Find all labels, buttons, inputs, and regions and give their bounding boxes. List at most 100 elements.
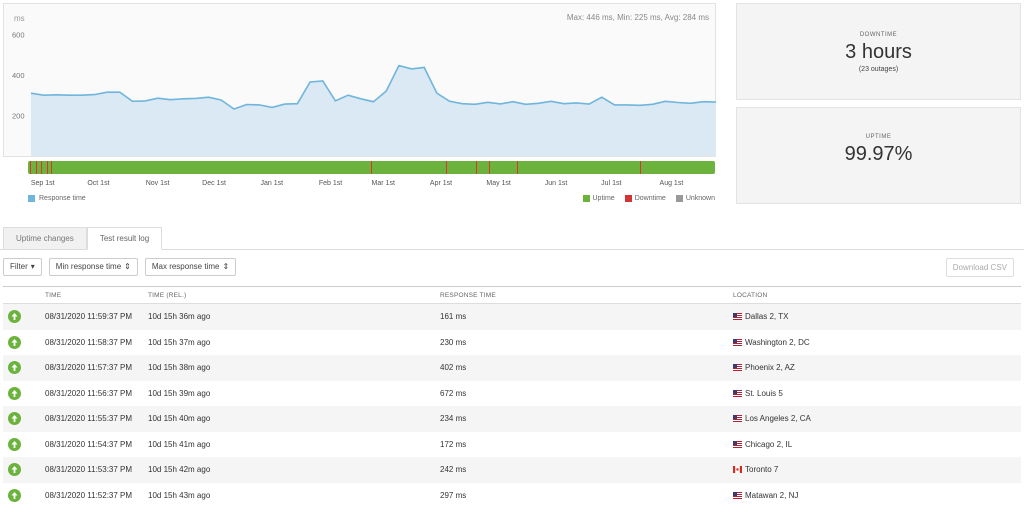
cell-time: 08/31/2020 11:54:37 PM <box>45 439 133 449</box>
status-up-icon <box>8 488 21 502</box>
cell-response-time: 230 ms <box>440 337 467 347</box>
downtime-marker <box>476 161 477 174</box>
table-body: 08/31/2020 11:59:37 PM 10d 15h 36m ago 161… <box>3 304 1021 508</box>
cell-time: 08/31/2020 11:59:37 PM <box>45 312 133 321</box>
downtime-marker <box>517 161 519 174</box>
downtime-outages: (23 outages) <box>858 66 899 73</box>
max-response-time-sort[interactable]: Max response time ⇕ <box>144 258 237 276</box>
filter-dropdown[interactable]: Filter ▾ <box>3 258 42 276</box>
month-label: Aug 1st <box>659 180 684 187</box>
cell-time-rel: 10d 15h 38m ago <box>148 363 211 372</box>
cell-time: 08/31/2020 11:52:37 PM <box>45 490 133 500</box>
status-up-icon <box>8 361 21 374</box>
unknown-swatch <box>675 195 683 202</box>
month-axis: Sep 1st Oct 1st Nov 1st Dec 1st Jan 1st Feb 1… <box>0 180 720 190</box>
location-name: Los Angeles 2, CA <box>745 414 811 423</box>
downtime-marker <box>370 161 372 174</box>
cell-response-time: 234 ms <box>440 414 467 423</box>
cell-time-rel: 10d 15h 37m ago <box>148 337 211 347</box>
tabs-divider <box>0 249 1024 250</box>
header-location[interactable]: LOCATION <box>733 292 768 299</box>
us-flag-icon <box>733 491 742 499</box>
table-row[interactable]: 08/31/2020 11:56:37 PM 10d 15h 39m ago 672… <box>3 381 1021 407</box>
cell-time-rel: 10d 15h 41m ago <box>148 439 211 449</box>
uptime-value: 99.97% <box>844 143 913 165</box>
location-name: Toronto 7 <box>745 465 779 474</box>
cell-time: 08/31/2020 11:56:37 PM <box>45 388 133 398</box>
downtime-marker <box>489 161 491 174</box>
canada-flag-icon <box>733 466 742 473</box>
us-flag-icon <box>733 313 742 320</box>
cell-response-time: 242 ms <box>440 465 467 474</box>
downtime-marker <box>41 161 43 174</box>
status-up-icon <box>8 310 21 323</box>
legend-downtime: Downtime <box>634 195 666 202</box>
tab-bar: Uptime changes Test result log <box>3 227 163 250</box>
y-tick-label: 600 <box>12 30 25 39</box>
chart-svg: 600 400 200 <box>12 30 717 156</box>
uptime-status-bar <box>28 161 715 174</box>
month-label: Nov 1st <box>145 180 170 187</box>
location-name: Dallas 2, TX <box>745 312 789 321</box>
cell-time: 08/31/2020 11:53:37 PM <box>45 465 133 474</box>
table-row[interactable]: 08/31/2020 11:57:37 PM 10d 15h 38m ago 402… <box>3 355 1021 381</box>
table-row[interactable]: 08/31/2020 11:58:37 PM 10d 15h 37m ago 230… <box>3 330 1021 356</box>
month-label: Jul 1st <box>601 180 622 187</box>
downtime-marker <box>639 161 641 174</box>
month-label: Oct 1st <box>87 180 110 187</box>
cell-time-rel: 10d 15h 36m ago <box>148 312 211 321</box>
table-row[interactable]: 08/31/2020 11:55:37 PM 10d 15h 40m ago 234… <box>3 406 1021 432</box>
cell-location: Toronto 7 <box>733 465 778 474</box>
header-response-time[interactable]: RESPONSE TIME <box>440 292 496 299</box>
month-label: May 1st <box>486 180 511 187</box>
cell-response-time: 402 ms <box>440 363 467 372</box>
tab-uptime-changes[interactable]: Uptime changes <box>3 227 87 250</box>
cell-response-time: 161 ms <box>440 312 467 321</box>
cell-time: 08/31/2020 11:58:37 PM <box>45 337 133 347</box>
y-axis-unit: ms <box>14 14 25 23</box>
month-label: Mar 1st <box>371 180 395 187</box>
cell-time: 08/31/2020 11:57:37 PM <box>45 363 133 372</box>
download-csv-button[interactable]: Download CSV <box>945 258 1014 277</box>
caret-down-icon: ▾ <box>30 262 35 271</box>
max-response-time-label: Max response time <box>151 262 220 271</box>
header-time[interactable]: TIME <box>45 292 62 299</box>
sort-icon: ⇕ <box>124 262 131 271</box>
sort-icon: ⇕ <box>222 262 230 271</box>
min-response-time-sort[interactable]: Min response time ⇕ <box>48 258 138 276</box>
test-result-table: TIME TIME (REL.) RESPONSE TIME LOCATION … <box>3 286 1021 508</box>
us-flag-icon <box>733 364 742 371</box>
y-tick-label: 200 <box>12 111 25 120</box>
location-name: Phoenix 2, AZ <box>745 363 795 372</box>
response-time-area <box>31 65 716 156</box>
cell-time-rel: 10d 15h 43m ago <box>148 490 211 500</box>
table-row[interactable]: 08/31/2020 11:52:37 PM 10d 15h 43m ago 297… <box>3 483 1021 509</box>
cell-location: Washington 2, DC <box>733 338 810 347</box>
response-time-chart: 600 400 200 ms Max: 446 ms, Min: 225 ms, A… <box>3 3 717 157</box>
downtime-value: 3 hours <box>845 41 912 63</box>
cell-location: Los Angeles 2, CA <box>733 414 811 423</box>
header-time-rel[interactable]: TIME (REL.) <box>148 292 187 299</box>
cell-location: Dallas 2, TX <box>733 312 788 321</box>
tab-test-result-log[interactable]: Test result log <box>86 227 163 250</box>
month-label: Feb 1st <box>318 180 343 187</box>
uptime-swatch <box>582 195 590 202</box>
table-row[interactable]: 08/31/2020 11:59:37 PM 10d 15h 36m ago 161… <box>3 304 1021 330</box>
table-row[interactable]: 08/31/2020 11:53:37 PM 10d 15h 42m ago 242… <box>3 457 1021 483</box>
response-time-swatch <box>28 195 35 202</box>
downtime-swatch <box>624 195 632 202</box>
cell-response-time: 297 ms <box>440 490 467 500</box>
status-up-icon <box>8 412 21 425</box>
us-flag-icon <box>733 338 742 346</box>
location-name: Chicago 2, IL <box>745 439 793 449</box>
us-flag-icon <box>733 415 742 422</box>
cell-response-time: 672 ms <box>440 388 467 398</box>
month-label: Apr 1st <box>429 180 453 187</box>
legend-response-time: Response time <box>39 195 86 202</box>
table-row[interactable]: 08/31/2020 11:54:37 PM 10d 15h 41m ago 172… <box>3 432 1021 458</box>
cell-location: Phoenix 2, AZ <box>733 363 795 372</box>
downtime-marker <box>445 161 447 174</box>
legend-unknown-item: Unknown <box>675 195 715 202</box>
cell-location: Chicago 2, IL <box>733 440 792 449</box>
downtime-marker <box>29 161 31 174</box>
